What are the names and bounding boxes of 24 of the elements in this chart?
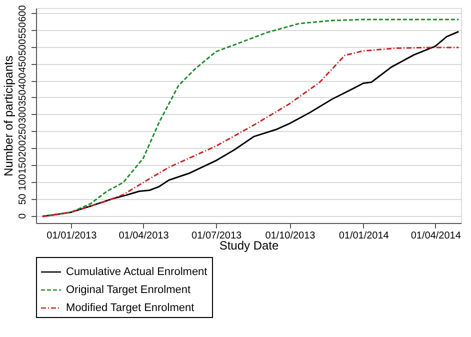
- y-tick-label: 150: [18, 156, 28, 174]
- y-tick-label: 200: [18, 140, 28, 157]
- legend-label: Cumulative Actual Enrolment: [66, 266, 208, 278]
- x-axis-title: Study Date: [219, 238, 280, 252]
- y-axis-title: Number of participants: [2, 56, 16, 176]
- y-tick-label: 350: [18, 89, 28, 106]
- x-tick-label: 01/10/2013: [265, 230, 316, 242]
- y-tick-label: 400: [18, 72, 28, 90]
- y-tick-label: 0: [18, 212, 28, 219]
- y-tick-label: 450: [18, 55, 28, 73]
- x-tick-label: 01/01/2014: [338, 230, 390, 242]
- y-tick-label: 600: [18, 4, 28, 22]
- y-tick-label: 50: [18, 193, 28, 205]
- legend-label: Modified Target Enrolment: [66, 302, 194, 314]
- y-tick-label: 100: [18, 174, 28, 191]
- x-tick-label: 01/07/2013: [192, 230, 242, 242]
- y-tick-label: 300: [18, 106, 28, 124]
- x-tick-label: 01/01/2013: [46, 230, 98, 242]
- legend-label: Original Target Enrolment: [66, 284, 191, 296]
- x-tick-label: 01/04/2013: [118, 230, 170, 242]
- y-tick-label: 500: [18, 38, 28, 56]
- y-tick-label: 550: [18, 22, 28, 39]
- x-tick-label: 01/04/2014: [410, 230, 462, 242]
- y-tick-label: 250: [18, 122, 28, 140]
